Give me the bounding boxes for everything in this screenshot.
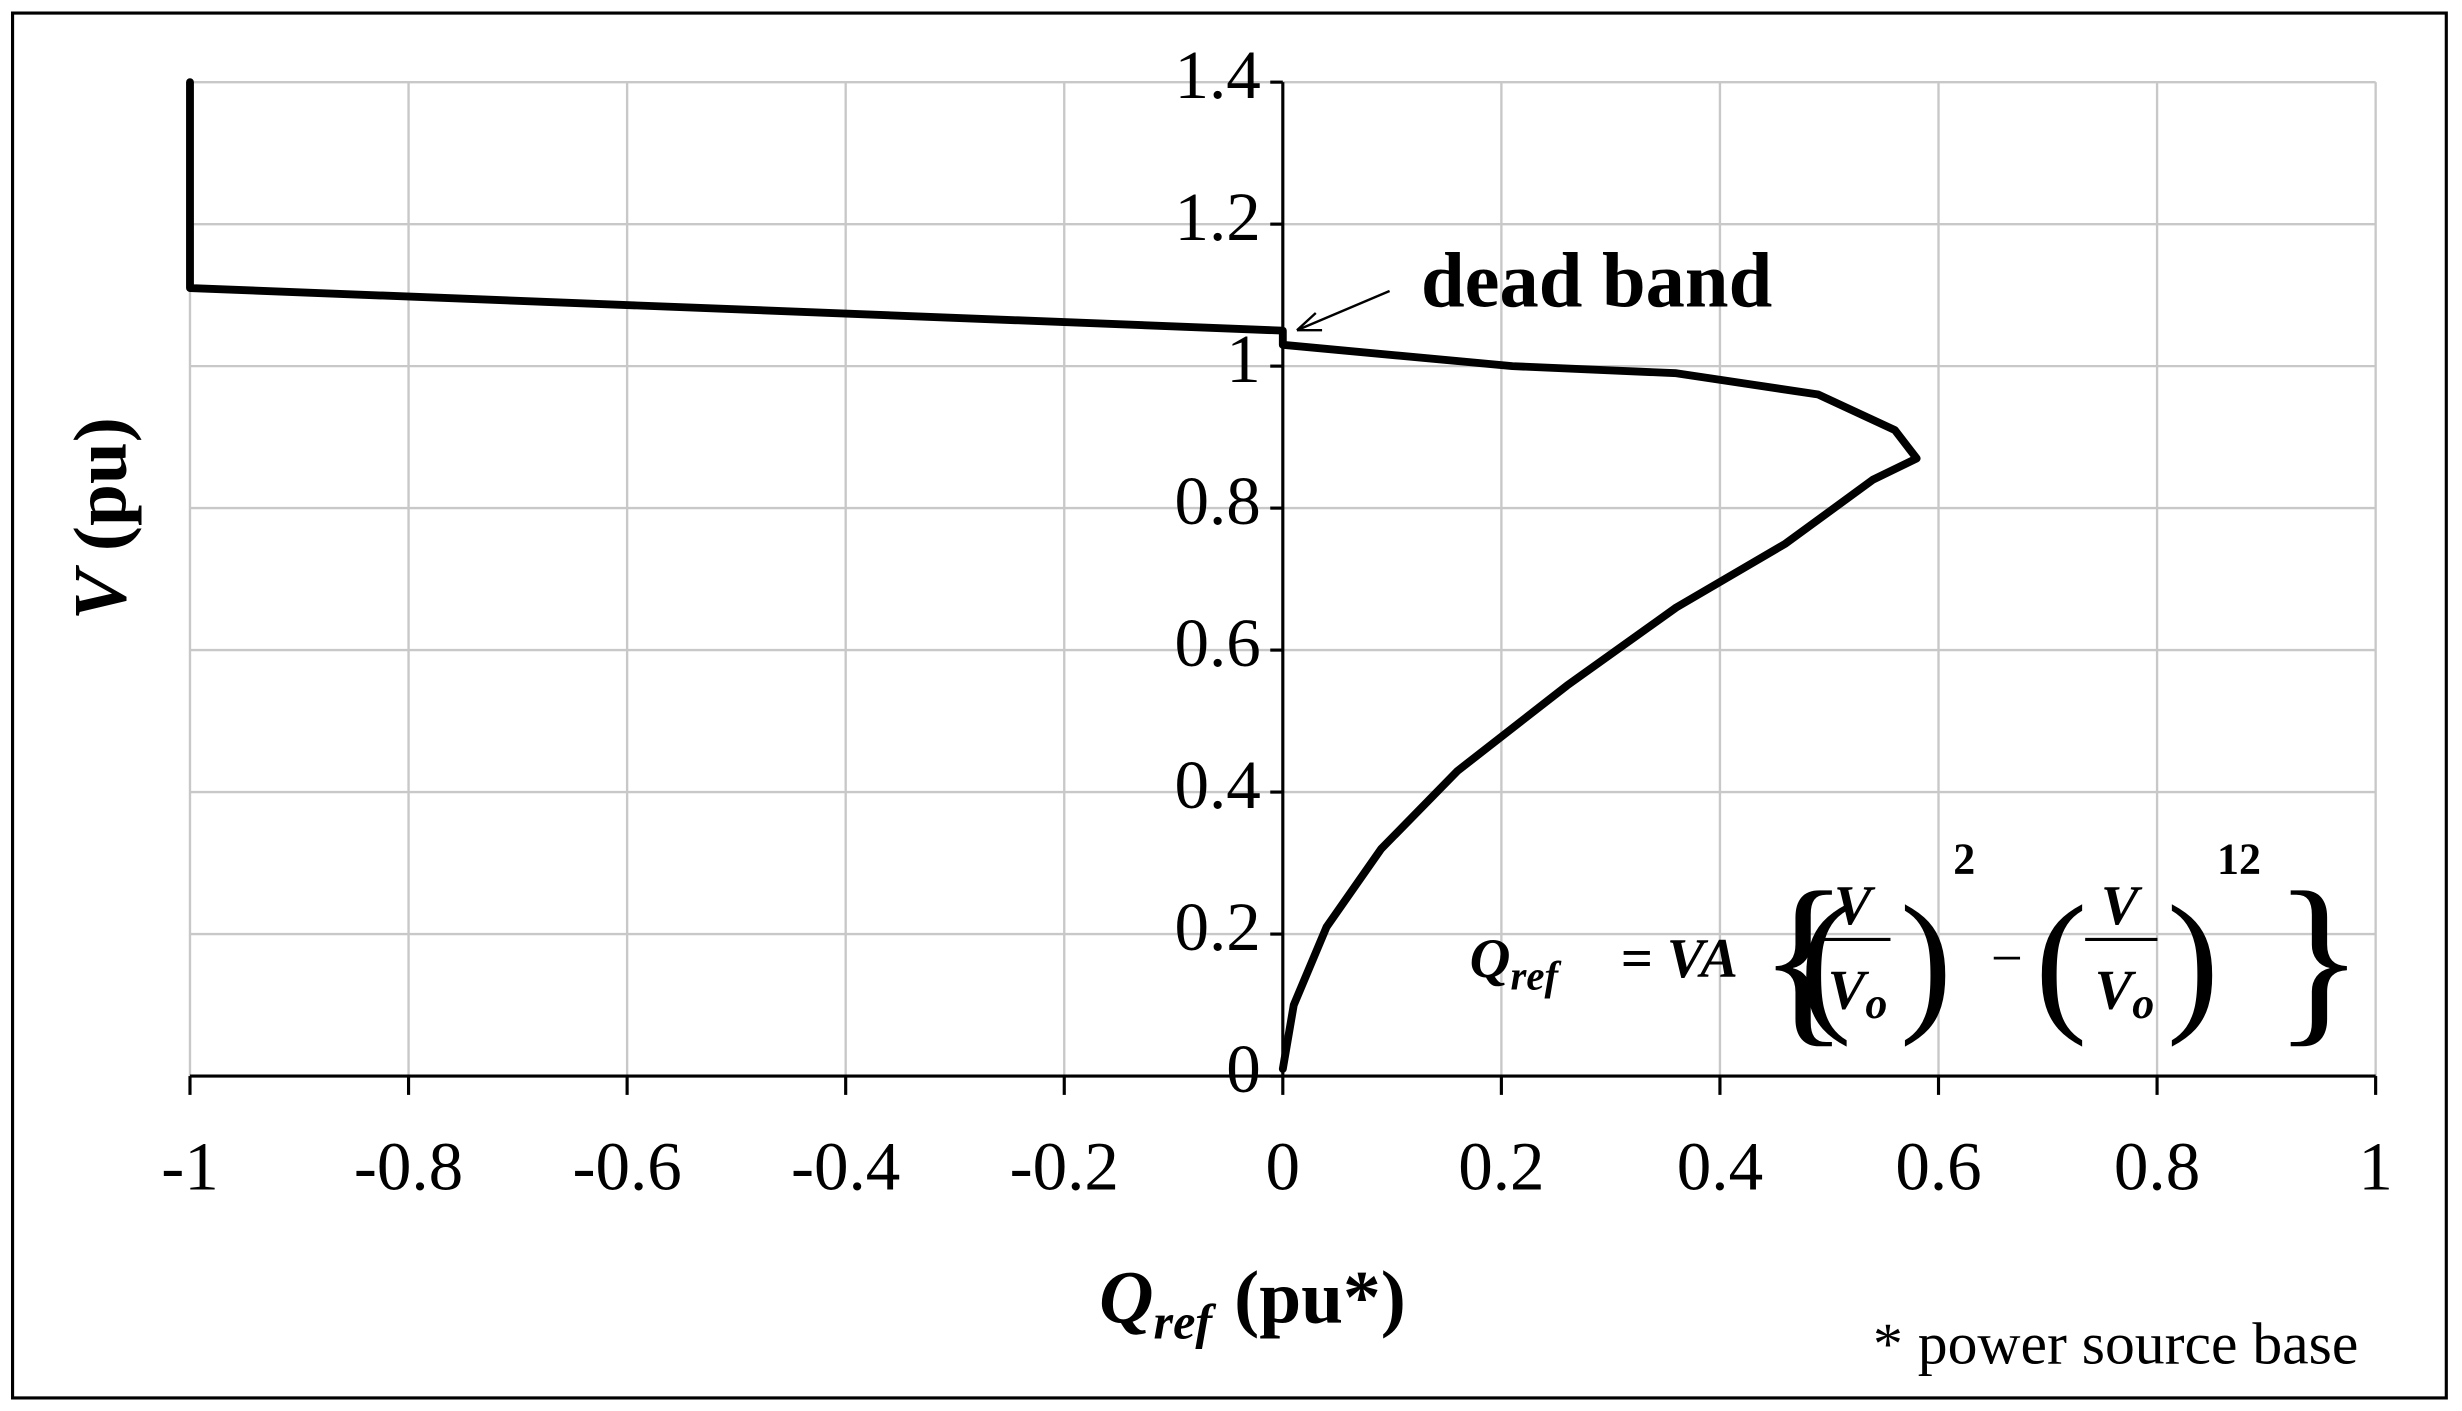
y-tick-label: 0.6 [1174,604,1260,681]
lhs-sub: ref [1510,954,1561,999]
denom-sub: o [2132,979,2154,1028]
brace: { [1759,853,1849,1062]
numerator: V [2101,875,2143,937]
denom: V [1828,960,1870,1022]
y-label-unit: (pu) [60,417,143,551]
lhs: Q [1470,928,1511,990]
x-tick-label: -0.6 [572,1127,681,1204]
x-tick-label: -0.8 [354,1127,463,1204]
x-tick-label: 1 [2358,1127,2393,1204]
y-tick-label: 0 [1226,1030,1261,1107]
denominator: Vo [1828,960,1888,1028]
annotation-arrow [1296,289,1391,332]
x-tick-label: 0.6 [1895,1127,1981,1204]
y-tick-label: 1.2 [1174,178,1260,255]
x-axis-label: Qref (pu*) [1099,1257,1406,1350]
y-tick-label: 0.2 [1174,888,1260,965]
paren: ( [2035,873,2087,1047]
x-label-subscript: ref [1154,1293,1217,1349]
x-tick-label: -0.2 [1010,1127,1119,1204]
paren: ) [1900,873,1952,1047]
formula-eq: = VA [1620,928,1738,990]
paren: ( [1799,873,1851,1047]
x-tick-label: 0.8 [2114,1127,2200,1204]
x-label-unit: (pu*) [1234,1257,1406,1340]
y-tick-label: 0.4 [1174,746,1260,823]
x-tick-label: 0.2 [1458,1127,1544,1204]
x-label-symbol: Q [1099,1257,1153,1340]
numerator: V [1834,875,1876,937]
data-line [186,78,1921,1073]
arrow-head [1296,312,1323,332]
x-tick-label: 0 [1266,1127,1301,1204]
frame [10,11,2448,1400]
formula-lhs: Qref [1470,928,1562,999]
annotation: dead band [1421,237,1772,324]
y-axis-label: V (pu) [60,417,143,620]
note: * power source base [1873,1310,2358,1376]
exponent: 12 [2217,835,2261,884]
x-tick-label: -0.4 [791,1127,900,1204]
paren: ) [2167,873,2219,1047]
y-tick-label: 0.8 [1174,462,1260,539]
y-label-symbol: V [60,564,143,620]
denom-sub: o [1865,979,1887,1028]
denominator: Vo [2095,960,2155,1028]
minus: − [1991,928,2023,990]
y-tick-label: 1.4 [1174,36,1260,113]
denom: V [2095,960,2137,1022]
formula: Qref = VA { ( V Vo ) 2 − ( V Vo ) 12 } [1470,835,2364,1063]
x-tick-label: -1 [161,1127,219,1204]
x-tick-label: 0.4 [1677,1127,1763,1204]
exponent: 2 [1953,835,1975,884]
brace: } [2274,853,2364,1062]
